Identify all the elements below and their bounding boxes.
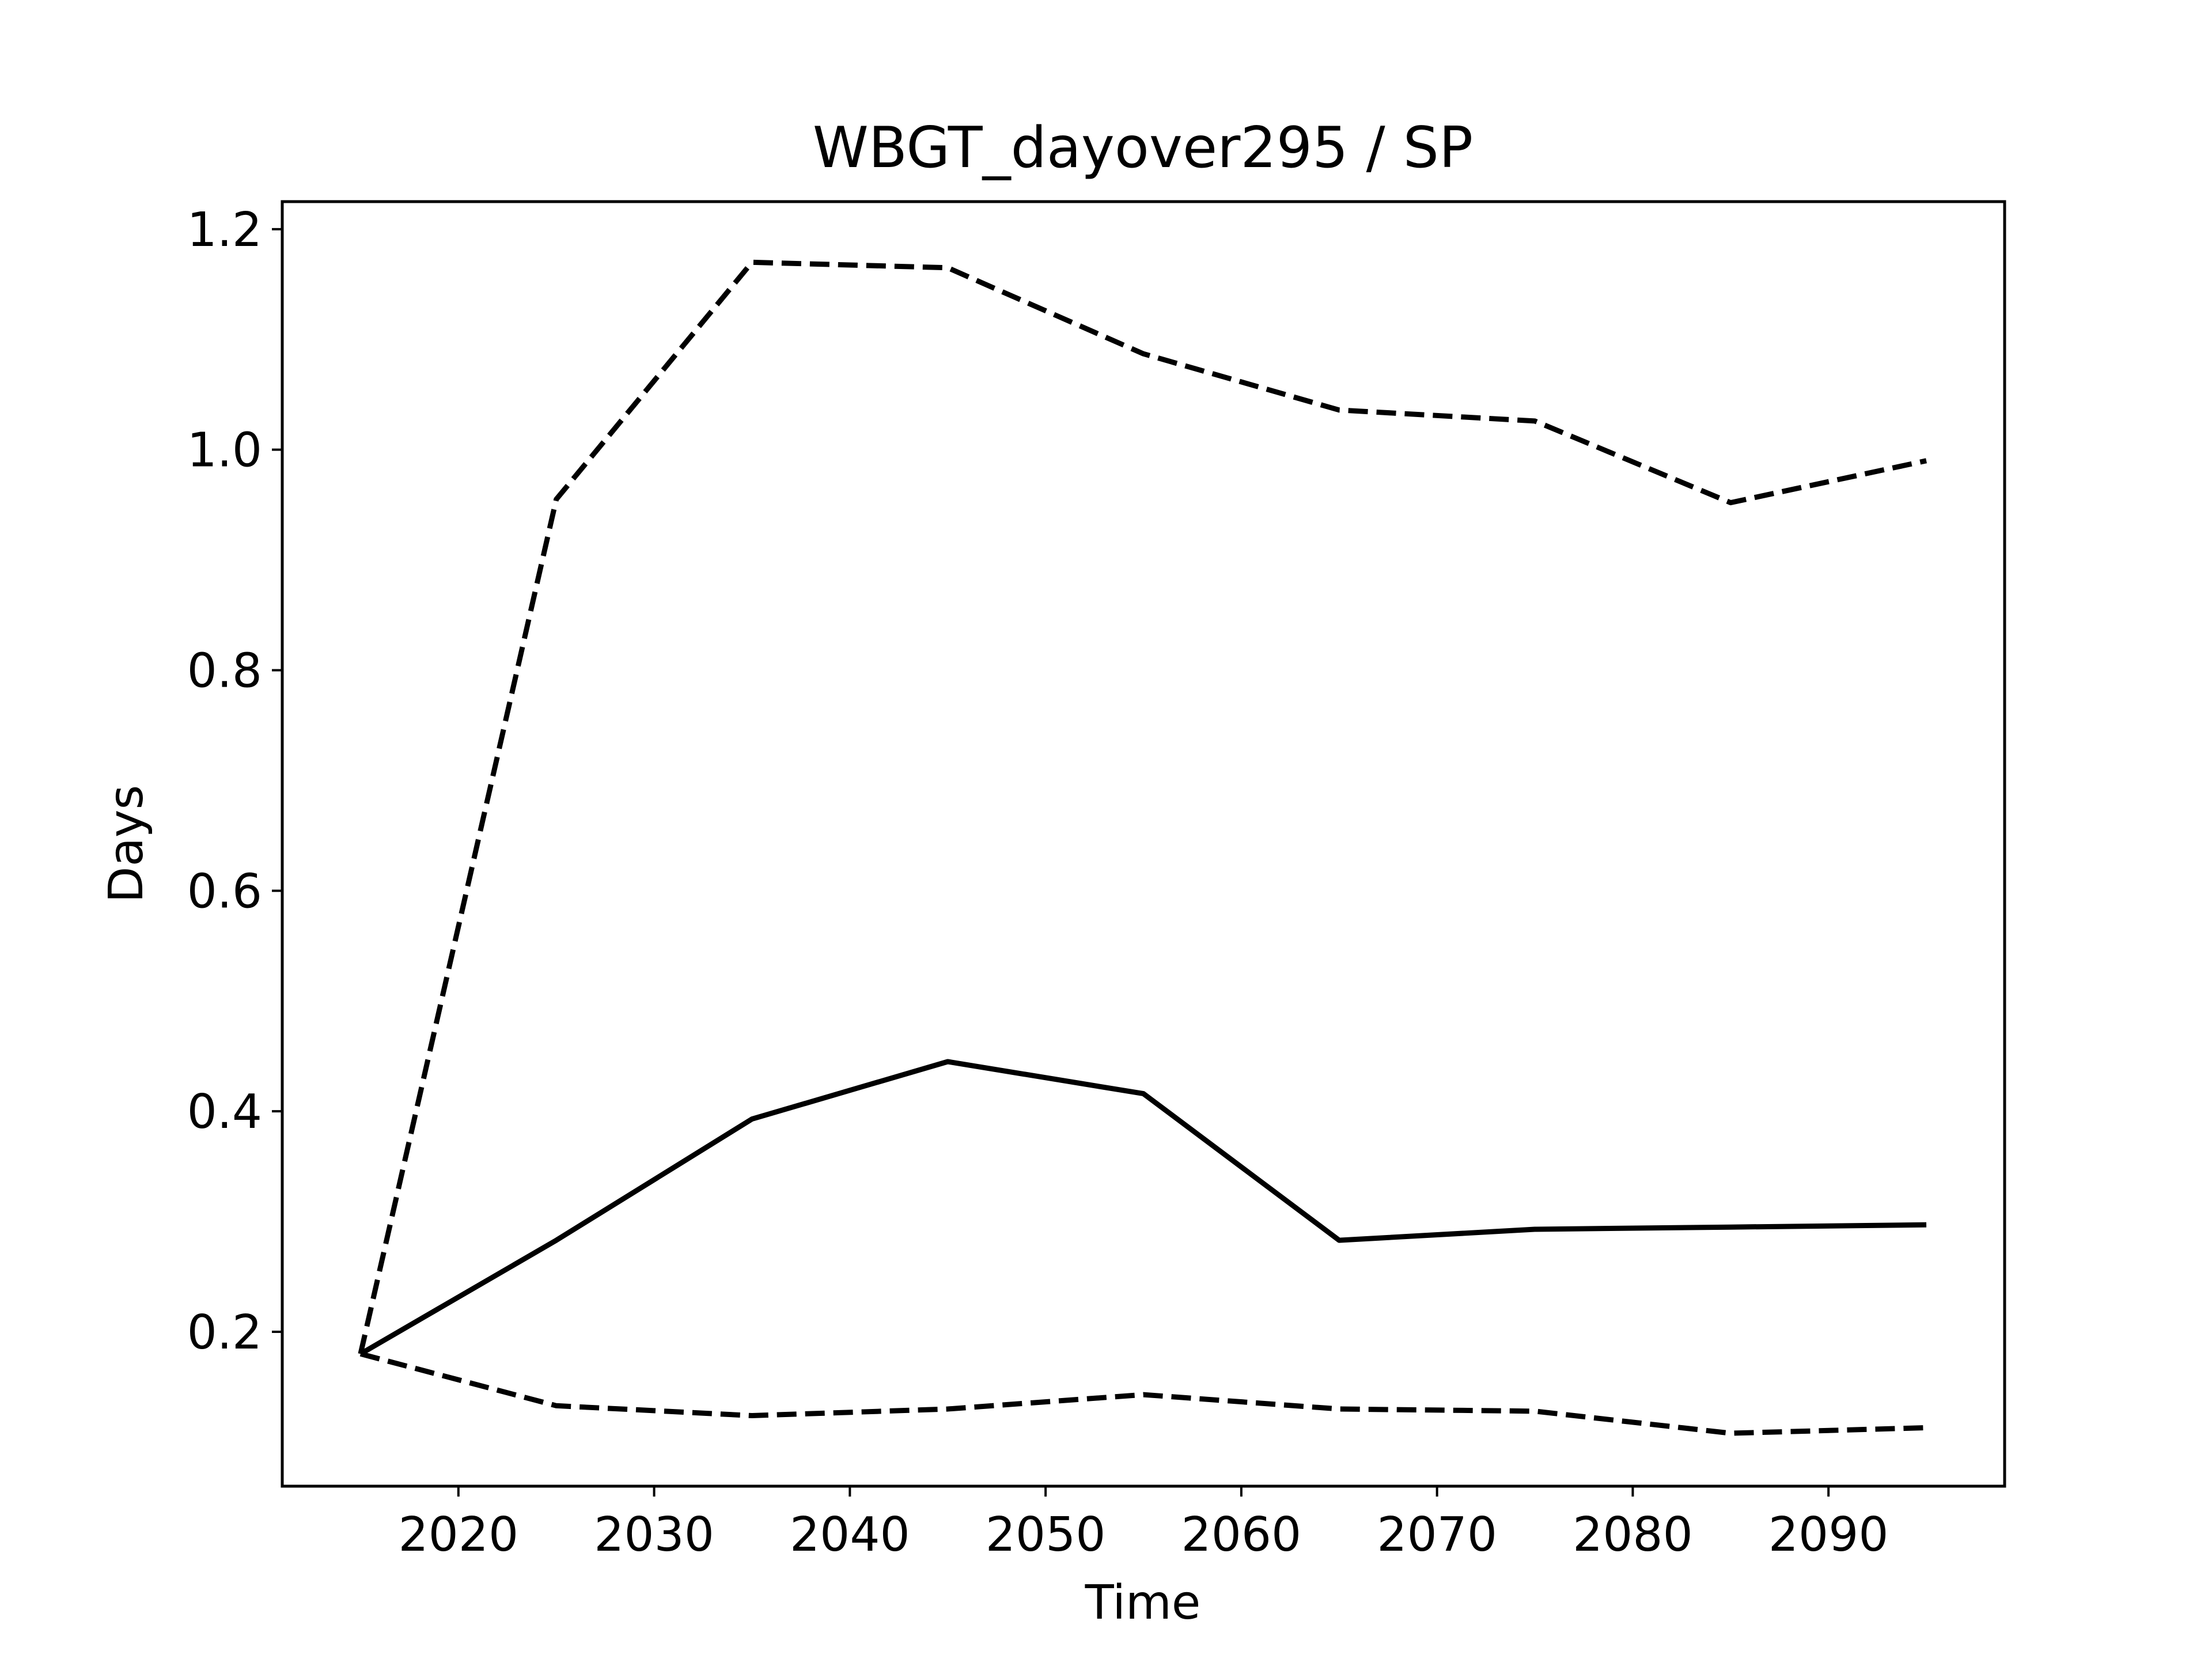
x-tick-label: 2020 [398,1508,518,1562]
series-line-1 [359,1059,1927,1357]
x-tick-label: 2060 [1181,1508,1302,1562]
y-tick-label: 0.2 [187,1305,262,1360]
y-tick-label: 0.4 [187,1085,262,1139]
x-tick-label: 2070 [1377,1508,1497,1562]
x-axis-title: Time [1085,1575,1201,1630]
chart-title: WBGT_dayover295 / SP [813,115,1473,181]
series-line-0 [358,259,1927,1355]
y-tick-label: 1.0 [187,423,262,478]
x-axis-ticks: 2020 2030 2040 2050 2060 2070 2080 2090 [398,1486,1889,1562]
y-tick-label: 0.8 [187,644,262,699]
x-tick-label: 2030 [594,1508,714,1562]
series-line-2 [359,1351,1927,1436]
series-layer [358,259,1927,1436]
x-tick-label: 2080 [1573,1508,1693,1562]
y-tick-label: 1.2 [187,203,262,257]
y-axis-ticks: 0.2 0.4 0.6 0.8 1.0 1.2 [187,203,282,1360]
x-tick-label: 2040 [790,1508,910,1562]
x-tick-label: 2090 [1768,1508,1889,1562]
plot-frame [281,200,2006,1488]
y-tick-label: 0.6 [187,864,262,919]
x-tick-label: 2050 [986,1508,1106,1562]
y-axis-title: Days [99,785,154,903]
